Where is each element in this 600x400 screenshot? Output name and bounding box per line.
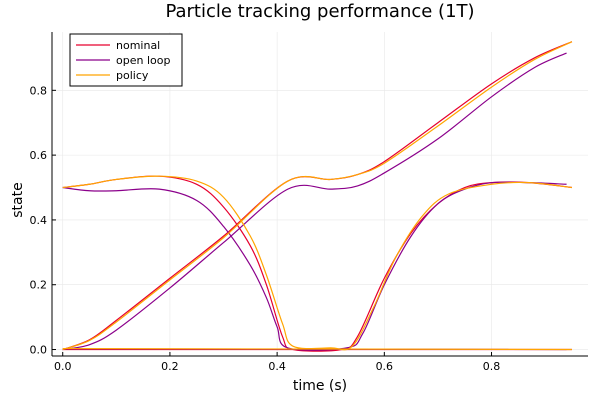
legend: nominal open loop policy <box>69 33 183 87</box>
y-tick-label: 0.6 <box>30 149 48 162</box>
y-tick-label: 0.2 <box>30 279 48 292</box>
series-line-policy <box>62 347 572 351</box>
series-line-nominal <box>62 175 572 352</box>
y-tick-label: 0.0 <box>30 344 48 357</box>
x-tick-label: 0.4 <box>268 360 286 373</box>
series-line-open-loop <box>62 181 567 351</box>
axes <box>51 32 588 357</box>
y-axis-label: state <box>10 182 26 217</box>
legend-label-nominal: nominal <box>116 39 160 52</box>
series-line-policy <box>62 41 573 351</box>
legend-label-open-loop: open loop <box>116 54 170 67</box>
legend-label-policy: policy <box>116 69 149 82</box>
x-tick-label: 0.6 <box>376 360 394 373</box>
series-line-policy <box>62 175 572 351</box>
y-tick-label: 0.8 <box>30 84 48 97</box>
chart-title: Particle tracking performance (1T) <box>165 1 474 22</box>
x-axis-label: time (s) <box>293 378 347 394</box>
series-lines <box>62 41 573 352</box>
y-tick-label: 0.4 <box>30 214 48 227</box>
series-line-open-loop <box>62 52 567 351</box>
x-tick-label: 0.8 <box>483 360 501 373</box>
x-tick-label: 0.2 <box>161 360 179 373</box>
tick-labels: 0.0 0.2 0.4 0.6 0.8 0.0 0.2 0.4 0.6 0.8 <box>30 84 501 373</box>
series-line-nominal <box>62 41 573 351</box>
x-tick-label: 0.0 <box>54 360 72 373</box>
